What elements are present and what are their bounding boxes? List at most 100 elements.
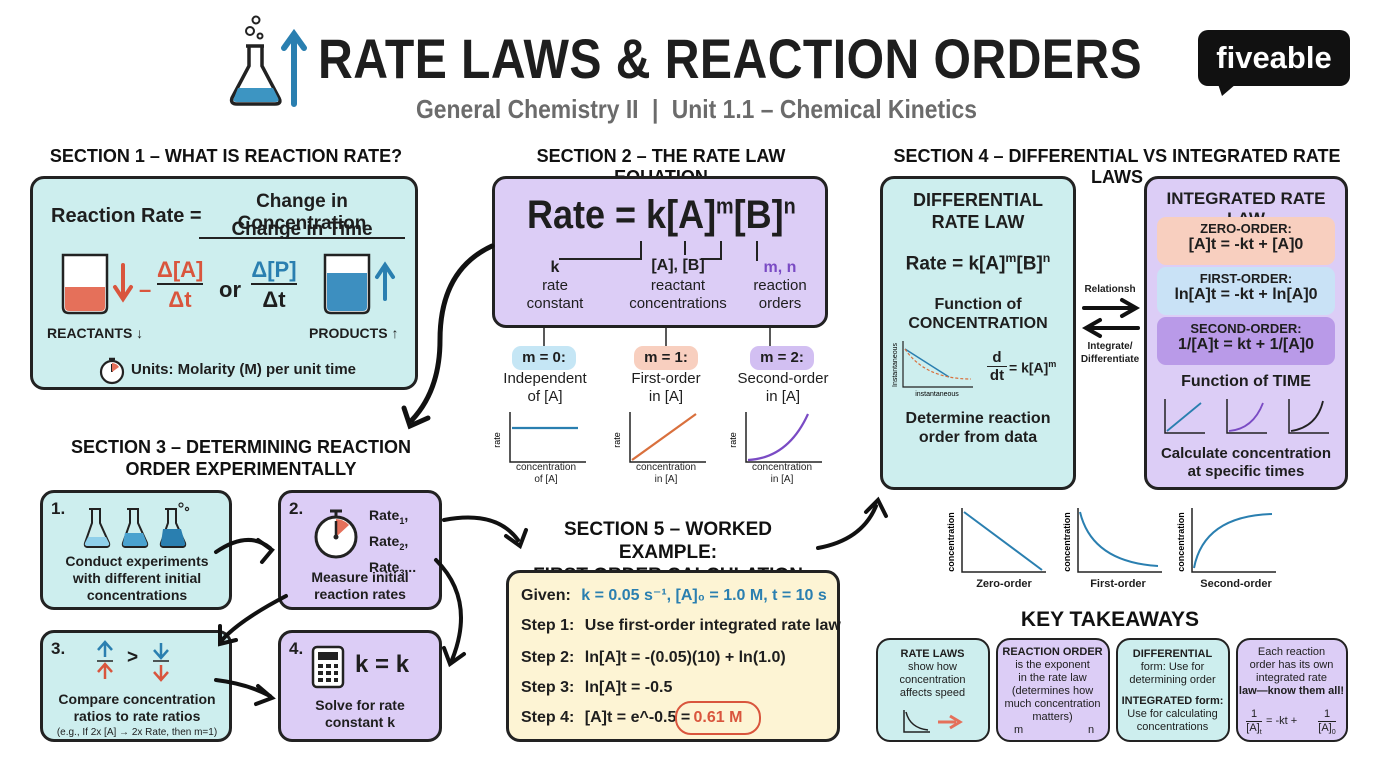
section4-title: SECTION 4 – DIFFERENTIAL VS INTEGRATED R…: [893, 146, 1341, 187]
rate3-label: Rate: [369, 558, 400, 575]
step1-text-line1: Conduct experiments: [65, 553, 209, 569]
rate-denominator: Change in Time: [231, 219, 373, 240]
rate2-label: Rate: [369, 532, 400, 549]
mini-xlabel: instantaneous: [915, 391, 959, 398]
order1-tag: m = 1:: [634, 346, 698, 370]
diff-eq-main: Rate = k[A]: [905, 253, 1006, 275]
rate-law-box: Rate = k[A]m[B]n k rate constant [A], [B…: [492, 176, 828, 328]
first-order-graph-label: First-order: [1090, 578, 1146, 590]
step3-text-line1: Compare concentration: [58, 691, 216, 707]
diff-function: Function of CONCENTRATION: [887, 295, 1069, 333]
differential-box: DIFFERENTIAL RATE LAW Rate = k[A]m[B]n F…: [880, 176, 1076, 490]
rate1-sub: 1: [399, 515, 405, 526]
int-use-line1: Calculate concentration: [1160, 445, 1332, 462]
order0-graph: rate: [492, 412, 586, 463]
diff-func-line2: CONCENTRATION: [908, 315, 1048, 332]
mini-ylabel: Instantaneous: [892, 343, 899, 387]
delta-t-a: Δt: [168, 287, 192, 312]
ex-step1-text: Use first-order integrated rate law: [584, 617, 841, 634]
takeaway4-eq-mid: = -kt +: [1266, 715, 1298, 727]
order1-desc-line1: First-order: [631, 370, 701, 387]
step1-text-line2: with different initial: [72, 570, 202, 586]
beaker-products-icon: [323, 253, 395, 315]
takeaway4-line4: law—know them all!: [1238, 685, 1345, 697]
order0-tag: m = 0:: [512, 346, 576, 370]
first-graph-ylabel: concentration: [1062, 512, 1072, 572]
order1-desc: First-order in [A]: [614, 370, 718, 406]
takeaway1-line1: RATE LAWS: [900, 648, 965, 660]
takeaway2-line1: REACTION ORDER: [1002, 646, 1103, 658]
rate1-label: Rate: [369, 507, 400, 523]
step4-row: Step 4: [A]t = e^-0.5 =: [521, 709, 690, 727]
frac2-num: 1: [1318, 708, 1336, 722]
delta-p: Δ[P]: [251, 257, 297, 285]
k-symbol: k: [550, 259, 560, 276]
second-order-eq: 1/[A]t = kt + 1/[A]0: [1177, 336, 1315, 353]
order2-graph: rate: [728, 412, 822, 463]
integrate-label-line1: Integrate/: [1087, 341, 1133, 352]
rate-equation: Rate = k[A]m[B]n: [527, 193, 796, 238]
step1-text: Conduct experiments with different initi…: [47, 553, 227, 604]
takeaway3-text: DIFFERENTIAL form: Use for determining o…: [1118, 648, 1227, 734]
first-order-conc-graph: concentration: [1062, 508, 1162, 573]
takeaway2-line2: is the exponent: [1015, 659, 1090, 671]
or-text: or: [219, 277, 241, 302]
exp-n: n: [783, 193, 796, 219]
deriv-dt: dt: [989, 367, 1005, 384]
zero-graph-ylabel: concentration: [946, 512, 956, 572]
diff-title: DIFFERENTIAL RATE LAW: [887, 189, 1069, 233]
takeaway1-line2: show how: [908, 661, 957, 673]
step2-number: 2.: [289, 499, 304, 518]
rate3-sub: 3: [399, 567, 405, 578]
takeaway3-line4: INTEGRATED form:: [1121, 695, 1224, 707]
mn-description: reaction orders: [743, 277, 817, 313]
given-value: k = 0.05 s⁻¹, [A]₀ = 1.0 M, t = 10 s: [581, 587, 827, 604]
diff-title-line2: RATE LAW: [931, 212, 1025, 232]
mn-desc-line1: reaction: [753, 277, 807, 294]
relationship-arrows-icon: [1081, 298, 1141, 338]
first-order-eq: ln[A]t = -kt + ln[A]0: [1174, 286, 1318, 303]
rates-list: Rate1, Rate2, Rate3...: [369, 507, 417, 578]
order0-desc: Independent of [A]: [494, 370, 596, 406]
calculator-icon: [311, 645, 345, 689]
order1-xlabel-line1: concentration: [635, 462, 697, 473]
ab-symbol: [A], [B]: [651, 257, 705, 274]
ex-step3-text: ln[A]t = -0.5: [584, 679, 673, 696]
takeaway2-line5: much concentration: [1004, 698, 1101, 710]
second-order-pill: SECOND-ORDER: 1/[A]t = kt + 1/[A]0: [1157, 317, 1335, 365]
zero-order-graph-label: Zero-order: [976, 578, 1032, 590]
order0-xlabel-line1: concentration: [515, 462, 577, 473]
order2-xlabel: concentration in [A]: [736, 462, 828, 486]
takeaway-card-3: DIFFERENTIAL form: Use for determining o…: [1116, 638, 1230, 742]
diff-eq-b: [B]: [1016, 253, 1043, 275]
given-row: Given: k = 0.05 s⁻¹, [A]₀ = 1.0 M, t = 1…: [521, 585, 827, 605]
ex-step2-text: ln[A]t = -(0.05)(10) + ln(1.0): [584, 649, 786, 666]
section3-title-line1: SECTION 3 – DETERMINING REACTION: [70, 437, 412, 457]
deriv-rhs: = k[A]: [1009, 359, 1049, 376]
order1-ylabel: rate: [612, 432, 622, 448]
integrate-label-line2: Differentiate: [1080, 354, 1140, 365]
order0-xlabel-line2: of [A]: [534, 474, 558, 485]
section1-box: Reaction Rate = Change in Concentration …: [30, 176, 418, 390]
first-order-label: FIRST-ORDER:: [1199, 271, 1293, 286]
rate-label: Reaction Rate =: [51, 205, 202, 227]
k-equals-k: k = k: [355, 651, 410, 678]
order1-xlabel-line2: in [A]: [654, 474, 678, 485]
ab-desc-line2: concentrations: [629, 295, 727, 312]
relationship-label: Relationsh: [1084, 284, 1136, 295]
deriv-d: d: [987, 349, 1007, 367]
worked-example-box: Given: k = 0.05 s⁻¹, [A]₀ = 1.0 M, t = 1…: [506, 570, 841, 742]
int-use: Calculate concentration at specific time…: [1147, 445, 1345, 481]
rate-numerator: Change in Concentration: [199, 191, 405, 239]
order2-xlabel-line2: in [A]: [770, 474, 794, 485]
step2-text-line1: Measure initial: [311, 569, 409, 585]
takeaway1-line3: concentration: [899, 674, 966, 686]
logo: fiveable: [1198, 30, 1350, 86]
section3-title-line2: ORDER EXPERIMENTALLY: [125, 459, 357, 479]
zero-order-eq: [A]t = -kt + [A]0: [1188, 236, 1304, 253]
diff-use: Determine reaction order from data: [887, 409, 1069, 447]
order0-desc-line1: Independent: [503, 370, 587, 387]
ex-step1-label: Step 1:: [521, 617, 575, 634]
diff-equation: Rate = k[A]m[B]n: [887, 251, 1069, 275]
k-description: rate constant: [515, 277, 595, 313]
